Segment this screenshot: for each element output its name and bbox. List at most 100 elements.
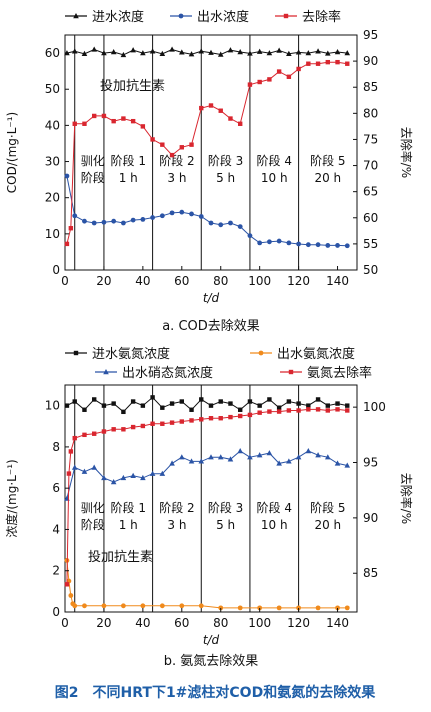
data-point	[199, 397, 204, 402]
stage-sublabel: 20 h	[314, 518, 341, 532]
data-point	[91, 464, 97, 470]
data-point	[208, 49, 214, 55]
data-point	[335, 407, 340, 412]
data-point	[276, 69, 282, 74]
data-point	[179, 145, 184, 150]
data-point	[315, 61, 321, 66]
stage-sublabel: 5 h	[216, 518, 235, 532]
y-tick-label: 30	[45, 155, 60, 169]
legend-label: 去除率	[302, 9, 341, 25]
data-point	[198, 458, 205, 464]
data-point	[286, 408, 292, 413]
y-tick-label: 0	[52, 605, 60, 619]
stage-label: 驯化	[81, 154, 105, 168]
data-point	[296, 66, 301, 72]
data-point	[256, 48, 263, 54]
data-point	[179, 419, 184, 424]
data-point	[276, 409, 282, 414]
x-tick-label: 140	[326, 274, 349, 288]
data-point	[179, 454, 185, 460]
data-point	[276, 460, 282, 466]
data-point	[325, 403, 330, 408]
data-point	[68, 593, 74, 598]
data-point	[305, 50, 312, 56]
x-tick-label: 60	[174, 616, 189, 630]
x-tick-label: 140	[326, 616, 349, 630]
data-point	[82, 603, 87, 609]
data-point	[257, 605, 263, 611]
data-point	[120, 51, 127, 58]
data-point	[266, 50, 273, 56]
y-right-tick-label: 90	[363, 511, 378, 525]
data-point	[159, 213, 165, 219]
data-point	[121, 603, 126, 609]
y-right-tick-label: 75	[363, 132, 378, 146]
legend-marker	[288, 369, 294, 375]
x-axis-label: t/d	[203, 291, 220, 305]
series-layer	[64, 46, 351, 249]
stage-dividers	[74, 385, 300, 612]
data-point	[149, 48, 156, 54]
stage-sublabel: 3 h	[167, 171, 186, 185]
data-point	[218, 222, 224, 228]
data-point	[237, 448, 243, 454]
data-point	[335, 243, 340, 248]
data-point	[305, 242, 311, 248]
stage-sublabel: 5 h	[216, 171, 235, 185]
y-tick-label: 10	[45, 399, 60, 413]
data-point	[72, 435, 77, 441]
data-point	[247, 82, 253, 87]
stage-label: 阶段 1	[111, 500, 146, 515]
data-point	[130, 118, 136, 124]
stage-sublabel: 1 h	[119, 518, 138, 532]
data-point	[218, 416, 223, 421]
data-point	[82, 407, 87, 412]
data-point	[227, 456, 234, 462]
data-point	[335, 605, 340, 611]
data-point	[237, 48, 243, 55]
data-point	[276, 47, 282, 53]
data-point	[199, 105, 204, 111]
data-point	[72, 603, 78, 609]
data-point	[325, 408, 330, 413]
data-point	[169, 152, 175, 158]
data-point	[237, 605, 243, 611]
y-tick-label: 20	[45, 191, 60, 205]
data-point	[306, 61, 311, 66]
data-point	[159, 470, 166, 476]
data-point	[150, 395, 155, 400]
data-point	[169, 460, 175, 466]
data-point	[247, 412, 253, 418]
y-right-tick-label: 95	[363, 28, 378, 42]
data-point	[101, 603, 107, 609]
data-point	[64, 582, 70, 587]
data-point	[92, 397, 97, 402]
data-point	[169, 46, 175, 52]
data-point	[188, 51, 195, 57]
stage-label: 阶段 3	[208, 153, 243, 168]
x-tick-label: 0	[61, 274, 69, 288]
data-point	[169, 210, 175, 216]
data-point	[228, 220, 233, 226]
data-point	[120, 474, 127, 481]
stage-label: 阶段 2	[159, 153, 194, 168]
stage-label: 阶段 4	[257, 153, 292, 168]
legend-marker	[283, 13, 289, 19]
data-point	[267, 409, 272, 414]
stage-sublabel: 1 h	[119, 171, 138, 185]
data-point	[72, 399, 77, 404]
stage-sublabel: 10 h	[261, 171, 288, 185]
data-point	[315, 407, 321, 412]
data-point	[179, 49, 185, 55]
data-point	[160, 142, 165, 147]
data-point	[101, 474, 107, 481]
data-point	[325, 59, 330, 65]
x-tick-label: 80	[213, 616, 228, 630]
data-point	[315, 397, 321, 402]
data-point	[82, 121, 87, 126]
y-axis-right-label: 去除率/%	[399, 127, 414, 178]
axes: 0 20 40 60 80 100 120 140 0 2 4 6 8 10 85 90 95 100	[45, 399, 386, 630]
data-point	[208, 416, 214, 421]
data-point	[295, 454, 302, 460]
